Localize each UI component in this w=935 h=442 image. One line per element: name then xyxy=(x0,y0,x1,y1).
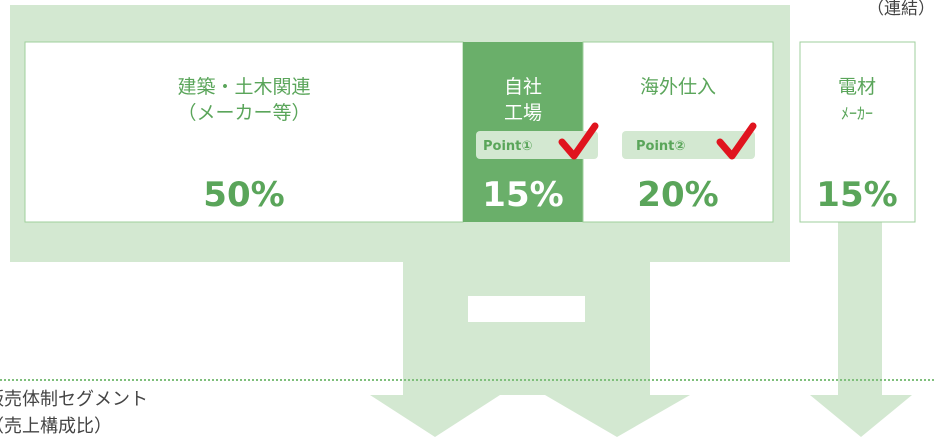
segment-share: 15% xyxy=(482,175,563,215)
point-label: Point① xyxy=(483,139,532,154)
footer-line: 販売体制セグメント xyxy=(0,389,148,410)
check-icon xyxy=(716,122,757,160)
segment-share: 15% xyxy=(816,175,897,215)
arrow-stem xyxy=(403,255,650,395)
segment-label: 海外仕入 xyxy=(640,76,716,98)
segment-label: 工場 xyxy=(504,102,542,124)
arrow-head xyxy=(810,395,912,437)
check-icon xyxy=(558,122,599,160)
arrow-head xyxy=(370,395,500,437)
arrow-stem xyxy=(838,215,882,395)
segment-box xyxy=(24,41,464,223)
segment-share: 20% xyxy=(637,175,718,215)
arrow-gap xyxy=(468,296,585,322)
segment-share: 50% xyxy=(203,175,284,215)
arrow-head xyxy=(545,395,690,437)
segment-box xyxy=(799,41,916,223)
segment-label: （メーカー等） xyxy=(177,102,310,124)
segment-label: 電材 xyxy=(838,76,876,98)
point-badge xyxy=(622,131,755,159)
footer-line: （売上構成比） xyxy=(0,416,112,437)
flow-arrows xyxy=(370,215,912,437)
segment-label: 自社 xyxy=(504,76,542,98)
segment-label: ﾒｰｶｰ xyxy=(841,104,873,123)
corner-note: （連結） xyxy=(867,0,935,19)
point-label: Point② xyxy=(636,139,685,154)
segment-label: 建築・土木関連 xyxy=(177,76,310,98)
